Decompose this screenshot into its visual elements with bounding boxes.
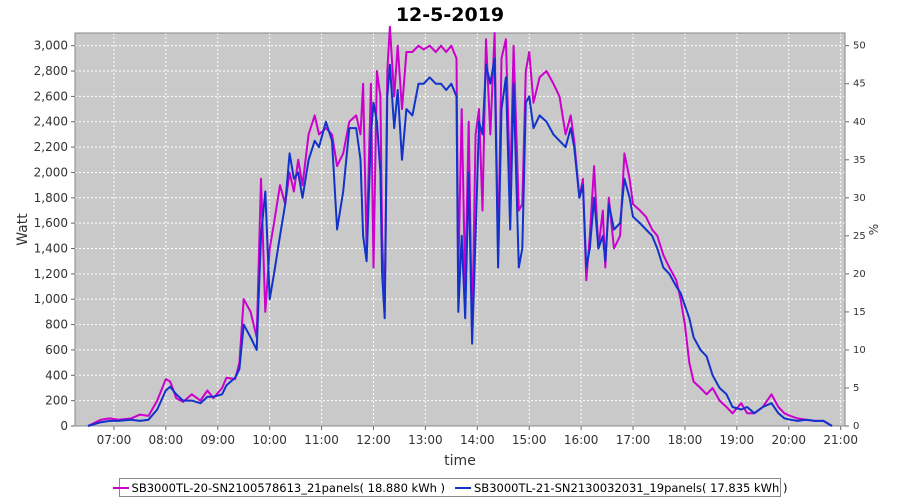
- y-axis-label: Watt: [15, 213, 31, 246]
- x-tick-label: 16:00: [564, 433, 599, 447]
- series-layer: [87, 25, 833, 427]
- x-tick-label: 11:00: [304, 433, 339, 447]
- y-tick-label: 2,400: [34, 115, 68, 129]
- x-tick-label: 19:00: [720, 433, 755, 447]
- y-tick-label: 1,600: [34, 216, 68, 230]
- y-tick-label: 2,200: [34, 140, 68, 154]
- y-tick-label: 1,800: [34, 191, 68, 205]
- y2-tick-label: 35: [853, 155, 866, 166]
- y-tick-label: 200: [45, 394, 68, 408]
- series-line-2: [87, 57, 833, 427]
- y-tick-label: 2,800: [34, 64, 68, 78]
- y-tick-label: 1,200: [34, 267, 68, 281]
- y-tick-label: 1,400: [34, 242, 68, 256]
- plot-border: [74, 32, 846, 427]
- x-axis-label: time: [444, 453, 476, 469]
- y-tick-label: 400: [45, 368, 68, 382]
- legend-swatch-series-1: [112, 486, 129, 489]
- chart-title: 12-5-2019: [395, 4, 505, 26]
- x-tick-label: 08:00: [149, 433, 184, 447]
- x-tick-label: 14:00: [460, 433, 495, 447]
- y2-tick-label: 0: [853, 421, 859, 432]
- x-tick-label: 07:00: [97, 433, 132, 447]
- y2-tick-label: 20: [853, 269, 866, 280]
- y-tick-label: 2,600: [34, 89, 68, 103]
- x-tick-label: 15:00: [512, 433, 547, 447]
- x-tick-label: 10:00: [252, 433, 287, 447]
- legend: SB3000TL-20-SN2100578613_21panels( 18.88…: [112, 478, 787, 497]
- legend-label-series-2: SB3000TL-21-SN2130032031_19panels( 17.83…: [474, 480, 788, 495]
- y-tick-label: 0: [60, 419, 68, 433]
- y2-tick-label: 40: [853, 117, 866, 128]
- legend-item-series-1: SB3000TL-20-SN2100578613_21panels( 18.88…: [112, 480, 445, 495]
- y2-tick-label: 25: [853, 231, 866, 242]
- legend-label-series-1: SB3000TL-20-SN2100578613_21panels( 18.88…: [131, 480, 445, 495]
- y2-tick-label: 30: [853, 193, 866, 204]
- y-tick-label: 600: [45, 343, 68, 357]
- y2-tick-label: 5: [853, 383, 859, 394]
- x-tick-label: 21:00: [823, 433, 858, 447]
- y2-tick-label: 50: [853, 41, 866, 52]
- y2-tick-label: 10: [853, 345, 866, 356]
- y-tick-label: 2,000: [34, 165, 68, 179]
- chart-area: 02004006008001,0001,2001,4001,6001,8002,…: [15, 25, 881, 469]
- x-tick-label: 09:00: [200, 433, 235, 447]
- y2-tick-label: 15: [853, 307, 866, 318]
- y-tick-label: 3,000: [34, 39, 68, 53]
- x-tick-label: 17:00: [616, 433, 651, 447]
- legend-swatch-series-2: [455, 486, 471, 489]
- x-tick-label: 12:00: [356, 433, 391, 447]
- y2-axis-label: %: [867, 224, 881, 235]
- x-tick-label: 18:00: [668, 433, 703, 447]
- y2-tick-label: 45: [853, 79, 866, 90]
- legend-item-series-2: SB3000TL-21-SN2130032031_19panels( 17.83…: [455, 481, 787, 495]
- x-tick-label: 13:00: [408, 433, 443, 447]
- axes: 02004006008001,0001,2001,4001,6001,8002,…: [34, 32, 866, 447]
- x-tick-label: 20:00: [771, 433, 806, 447]
- y-tick-label: 1,000: [34, 292, 68, 306]
- y-tick-label: 800: [45, 318, 68, 332]
